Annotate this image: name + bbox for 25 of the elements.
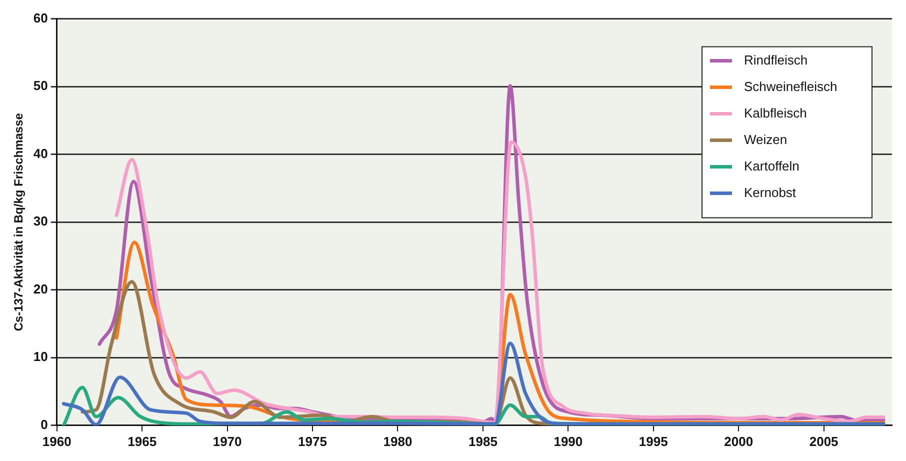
y-tick-label: 60	[33, 10, 48, 26]
x-tick-label: 1980	[383, 434, 412, 449]
y-axis-title: Cs-137-Aktivität in Bq/kg Frischmasse	[12, 112, 26, 332]
y-tick-label: 50	[33, 78, 48, 94]
x-tick-label: 1995	[638, 434, 668, 449]
x-tick-label: 1960	[42, 434, 72, 449]
x-tick-label: 1970	[212, 434, 242, 449]
x-tick-label: 1985	[468, 434, 498, 449]
y-tick-label: 30	[33, 214, 48, 229]
legend-label: Kalbfleisch	[744, 105, 807, 120]
legend-label: Kernobst	[744, 184, 796, 200]
y-tick-label: 0	[40, 416, 48, 432]
line-series	[62, 342, 886, 426]
x-tick-label: 1975	[298, 434, 327, 449]
y-tick-label: 10	[33, 349, 48, 364]
x-tick-label: 1965	[128, 434, 157, 449]
x-tick-label: 1990	[554, 434, 583, 449]
legend-label: Rindfleisch	[744, 52, 808, 68]
y-tick-label: 40	[33, 146, 48, 161]
x-tick-label: 2005	[809, 434, 838, 449]
legend-label: Schweinefleisch	[744, 78, 838, 94]
legend-label: Weizen	[744, 132, 788, 147]
x-tick-label: 2000	[724, 434, 754, 449]
y-tick-label: 20	[33, 281, 48, 296]
legend-label: Kartoffeln	[744, 158, 800, 174]
